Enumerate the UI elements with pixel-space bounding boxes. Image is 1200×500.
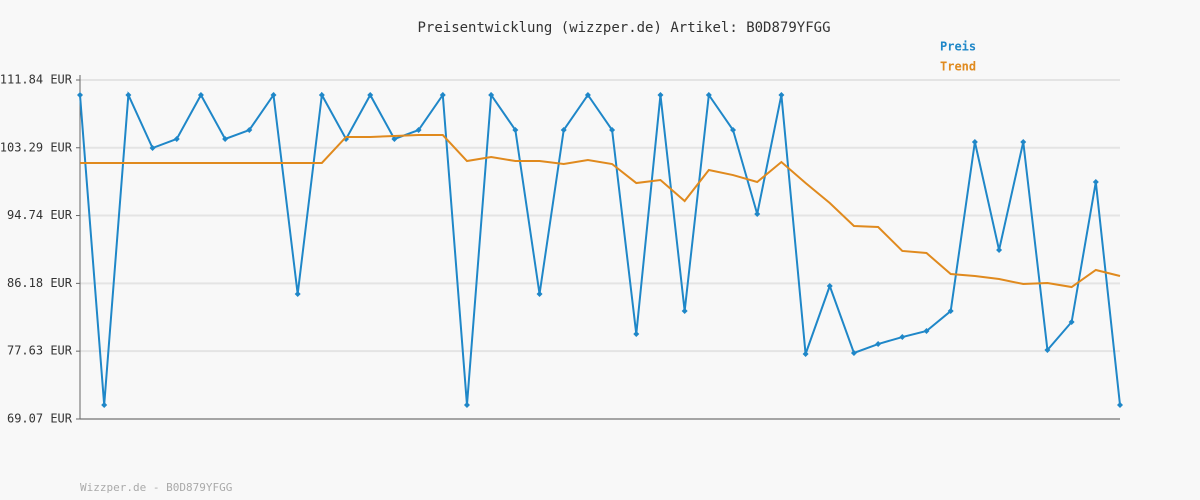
point-marker: [875, 341, 882, 348]
point-marker: [850, 349, 857, 356]
point-marker: [77, 91, 83, 98]
point-marker: [391, 135, 398, 142]
point-marker: [971, 138, 978, 145]
point-marker: [415, 127, 422, 134]
point-marker: [173, 135, 180, 142]
y-tick-label: 111.84 EUR: [0, 73, 73, 87]
point-marker: [488, 91, 495, 98]
point-marker: [609, 127, 616, 134]
series-line: [79, 91, 1121, 406]
point-marker: [730, 127, 737, 134]
point-marker: [947, 308, 954, 315]
point-marker: [802, 351, 809, 358]
legend-label: Trend: [940, 60, 976, 74]
point-marker: [1092, 179, 1099, 186]
point-marker: [149, 145, 156, 152]
y-tick-label: 86.18 EUR: [7, 276, 73, 290]
legend-label: Preis: [940, 40, 976, 54]
series-line: [80, 134, 1121, 289]
point-marker: [536, 291, 543, 298]
y-tick-label: 103.29 EUR: [0, 140, 73, 154]
point-marker: [754, 211, 761, 218]
point-marker: [125, 91, 132, 98]
point-marker: [1068, 318, 1075, 325]
chart-title: Preisentwicklung (wizzper.de) Artikel: B…: [417, 20, 830, 36]
y-tick-label: 69.07 EUR: [7, 412, 73, 426]
point-marker: [197, 91, 204, 98]
point-marker: [681, 308, 688, 315]
y-tick-label: 94.74 EUR: [7, 208, 73, 222]
point-marker: [996, 247, 1003, 254]
point-marker: [101, 401, 108, 408]
point-marker: [367, 91, 374, 98]
y-tick-label: 77.63 EUR: [7, 344, 73, 358]
point-marker: [657, 91, 664, 98]
point-marker: [222, 135, 229, 142]
point-marker: [899, 334, 906, 341]
point-marker: [826, 282, 833, 289]
point-marker: [705, 91, 712, 98]
point-marker: [633, 331, 640, 338]
point-marker: [584, 91, 591, 98]
point-marker: [270, 91, 277, 98]
point-marker: [778, 91, 785, 98]
point-marker: [246, 127, 253, 134]
point-marker: [439, 91, 446, 98]
point-marker: [923, 328, 930, 335]
point-marker: [1117, 401, 1123, 408]
footer: Wizzper.de - B0D879YFGG: [80, 481, 232, 494]
point-marker: [1020, 138, 1027, 145]
point-marker: [463, 401, 470, 408]
point-marker: [318, 91, 325, 98]
point-marker: [294, 291, 301, 298]
point-marker: [560, 127, 567, 134]
point-marker: [512, 127, 519, 134]
point-marker: [1044, 347, 1051, 354]
